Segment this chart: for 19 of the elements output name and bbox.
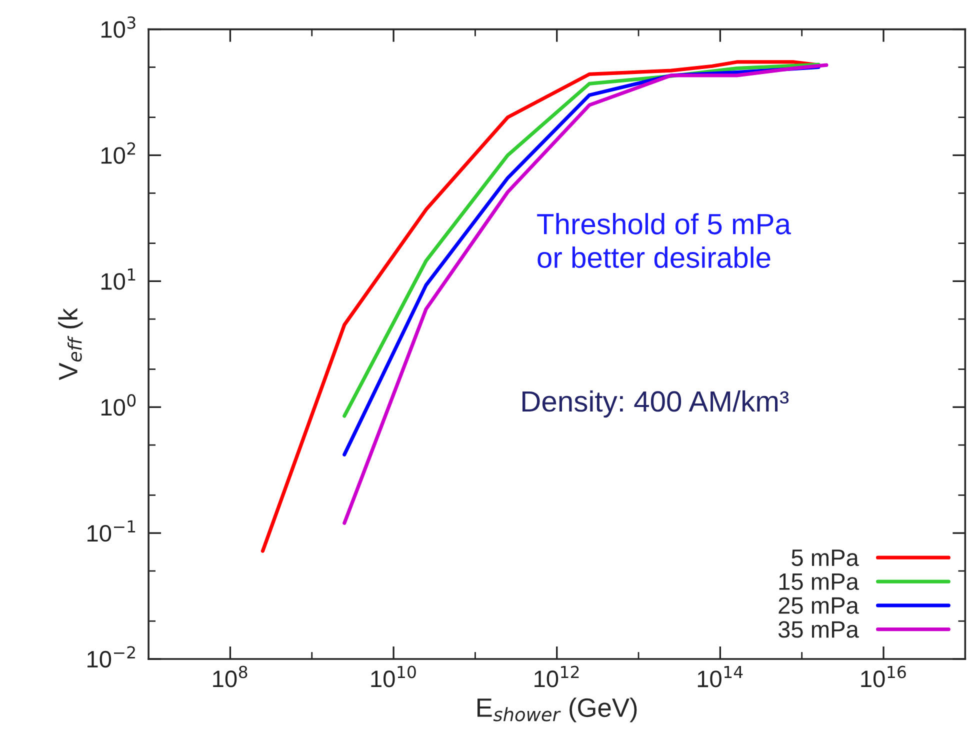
- legend-label: 35 mPa: [778, 621, 859, 638]
- y-tick-label: 10$^{−2}$: [88, 646, 135, 668]
- legend-label: 15 mPa: [779, 574, 859, 590]
- y-tick-label: 10$^{1}$: [101, 268, 136, 290]
- annotation: Density: 400 AM/km³: [522, 390, 789, 418]
- legend-label: 5 mPa: [792, 550, 859, 566]
- x-tick-label: 10$^{16}$: [861, 666, 906, 688]
- x-tick-label: 10$^{8}$: [213, 666, 248, 688]
- y-axis-title: V$_{eff}$ (k: [58, 308, 83, 380]
- x-tick-label: 10$^{14}$: [698, 666, 743, 688]
- x-tick-label: 10$^{12}$: [534, 666, 579, 688]
- x-axis-title: E$_{shower}$ (GeV): [477, 698, 637, 722]
- y-tick-label: 10$^{0}$: [101, 394, 136, 416]
- y-tick-label: 10$^{−1}$: [88, 520, 136, 542]
- y-tick-label: 10$^{2}$: [101, 142, 136, 164]
- y-tick-label: 10$^{3}$: [101, 16, 136, 38]
- annotation: Threshold of 5 mPa or better desirable: [537, 213, 791, 268]
- legend-label: 25 mPa: [778, 597, 859, 614]
- x-tick-label: 10$^{10}$: [371, 666, 416, 688]
